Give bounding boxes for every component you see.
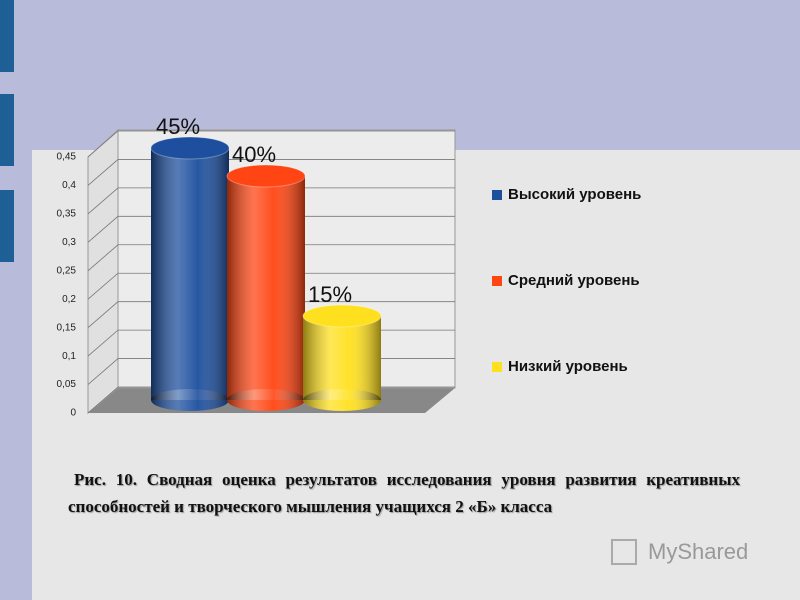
bar-shade — [151, 148, 229, 400]
grid-line — [87, 301, 455, 328]
bar-shade — [303, 316, 381, 400]
bar-bottom-shade — [303, 389, 381, 411]
y-tick-label: 0,15 — [57, 322, 77, 333]
legend-label: Низкий уровень — [508, 358, 628, 375]
side-bar — [0, 0, 14, 72]
grid-line — [87, 244, 455, 272]
bar-top — [302, 304, 382, 328]
bar-shade — [227, 176, 305, 400]
y-tick-label: 0,2 — [62, 294, 76, 305]
y-tick-label: 0,3 — [62, 237, 76, 248]
legend-swatch — [492, 276, 502, 286]
grid-line — [87, 130, 455, 158]
y-tick-label: 0 — [70, 408, 76, 419]
grid-line — [87, 215, 455, 243]
watermark-icon — [611, 539, 637, 565]
legend-label: Средний уровень — [508, 272, 640, 289]
bar-bottom-shade — [151, 389, 229, 411]
side-bar — [0, 190, 14, 262]
grid-line — [87, 187, 455, 215]
bar-top — [226, 164, 306, 188]
y-tick-label: 0,45 — [57, 152, 77, 163]
bar-bottom-shade — [227, 389, 305, 411]
legend-swatch — [492, 190, 502, 200]
grid-line — [87, 159, 455, 186]
legend-label: Высокий уровень — [508, 186, 641, 203]
side-bar — [0, 94, 14, 166]
y-tick-label: 0,35 — [57, 209, 77, 220]
y-tick-label: 0,1 — [62, 351, 76, 362]
y-tick-label: 0,05 — [57, 379, 77, 390]
data-label: 45% — [156, 114, 200, 139]
grid-line — [87, 272, 455, 300]
bar-top — [150, 136, 230, 160]
data-label: 40% — [232, 142, 276, 167]
watermark: MyShared — [648, 539, 748, 564]
legend-swatch — [492, 362, 502, 372]
caption: Рис. 10. Сводная оценка результатов иссл… — [68, 470, 740, 516]
y-tick-label: 0,4 — [62, 180, 76, 191]
data-label: 15% — [308, 282, 352, 307]
y-tick-label: 0,25 — [57, 265, 77, 276]
